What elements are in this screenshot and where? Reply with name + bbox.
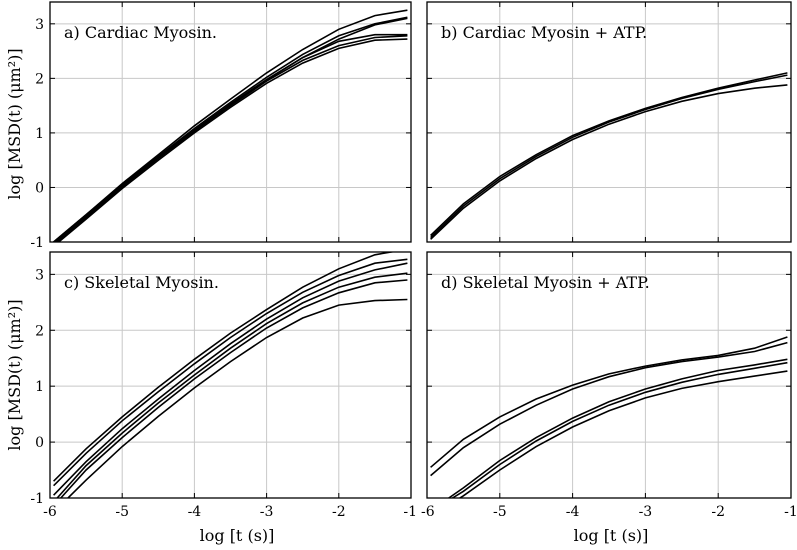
series-line-1 xyxy=(430,336,788,468)
series-line-3 xyxy=(448,358,788,498)
xlabel-right: log [t (s)] xyxy=(574,526,649,545)
series-line-5 xyxy=(459,370,788,498)
y-tick-label: -1 xyxy=(30,235,44,251)
y-tick-label: 3 xyxy=(35,267,44,283)
series-line-6 xyxy=(56,17,408,242)
series-group xyxy=(430,336,788,498)
series-line-2 xyxy=(430,341,788,477)
x-tick-label: -5 xyxy=(493,504,507,520)
panel-title: b) Cardiac Myosin + ATP. xyxy=(441,23,647,42)
panel-1: -1 0 1 2 3 a) Cardiac Myosin. xyxy=(30,1,412,251)
y-tick-label: 0 xyxy=(35,180,44,196)
ylabel-bottom: log [MSD(t) (μm²)] xyxy=(5,299,24,450)
y-tick-label: 0 xyxy=(35,435,44,451)
series-line-2 xyxy=(430,74,788,239)
x-tick-label: -3 xyxy=(639,504,653,520)
panel-title: d) Skeletal Myosin + ATP. xyxy=(441,273,650,292)
panel-title: c) Skeletal Myosin. xyxy=(64,273,219,292)
series-line-2 xyxy=(53,258,408,487)
x-tick-label: -5 xyxy=(115,504,129,520)
series-line-3 xyxy=(430,84,788,240)
series-line-1 xyxy=(53,252,396,482)
series-line-1 xyxy=(430,72,788,237)
panel-4: -6 -5 -4 -3 -2 -1 d) Skeletal Myosin + ATP. xyxy=(421,251,797,520)
series-line-6 xyxy=(67,298,408,498)
x-tick-label: -2 xyxy=(332,504,346,520)
xlabel-left: log [t (s)] xyxy=(200,526,275,545)
y-tick-label: 2 xyxy=(35,323,44,339)
series-line-2 xyxy=(53,16,408,242)
x-tick-label: -3 xyxy=(260,504,274,520)
series-line-4 xyxy=(452,361,788,498)
y-tick-label: 3 xyxy=(35,17,44,33)
y-tick-label: 1 xyxy=(35,126,44,142)
ylabel-top: log [MSD(t) (μm²)] xyxy=(5,48,24,199)
series-group xyxy=(53,9,408,242)
series-line-3 xyxy=(55,33,408,242)
y-tick-label: 2 xyxy=(35,71,44,87)
axes-frame xyxy=(426,251,792,499)
panel-3: -1 0 1 2 3 -6 -5 -4 -3 -2 -1 c) Skeletal Myosin. xyxy=(30,251,417,520)
series-line-5 xyxy=(58,38,408,242)
axes-frame xyxy=(49,1,412,243)
series-line-4 xyxy=(56,272,408,498)
x-tick-label: -1 xyxy=(403,504,417,520)
y-tick-label: 1 xyxy=(35,379,44,395)
panel-2: b) Cardiac Myosin + ATP. xyxy=(426,1,792,243)
x-tick-label: -4 xyxy=(566,504,580,520)
x-tick-label: -6 xyxy=(43,504,57,520)
y-tick-label: -1 xyxy=(30,491,44,507)
panels: -1 0 1 2 3 a) Cardiac Myosin. b) Cardiac Myosi… xyxy=(30,1,797,520)
series-line-5 xyxy=(60,279,408,498)
x-tick-label: -1 xyxy=(784,504,797,520)
series-group xyxy=(430,72,788,240)
x-tick-label: -6 xyxy=(421,504,435,520)
panel-title: a) Cardiac Myosin. xyxy=(64,23,217,42)
x-tick-label: -2 xyxy=(711,504,725,520)
x-tick-label: -4 xyxy=(188,504,202,520)
series-group xyxy=(53,252,408,498)
axes-frame xyxy=(426,1,792,243)
series-line-4 xyxy=(56,35,408,242)
series-line-3 xyxy=(53,262,408,496)
axes-frame xyxy=(49,251,412,499)
